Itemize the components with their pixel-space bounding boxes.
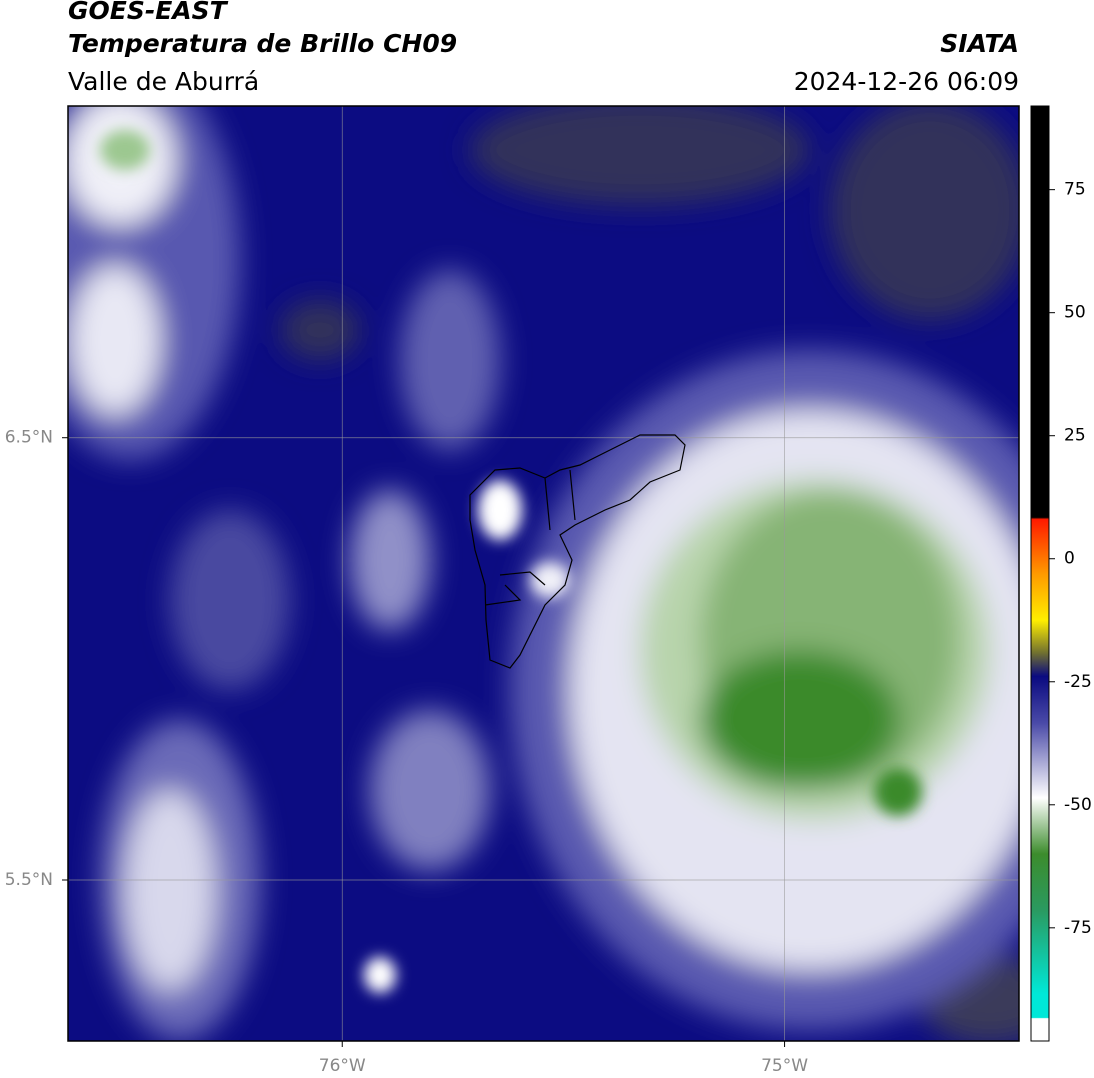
colorbar-tick-label: -25 <box>1064 672 1092 692</box>
colorbar-tick-label: 75 <box>1064 180 1086 200</box>
title: GOES-EAST <box>68 0 229 25</box>
colorbar-tick-label: 50 <box>1064 303 1086 323</box>
cloud-cores <box>100 130 922 993</box>
colorbar-tick-label: -75 <box>1064 918 1092 938</box>
cloud-field <box>68 106 1019 1041</box>
x-tick-label: 75°W <box>761 1056 808 1076</box>
map-frame <box>67 105 1020 1042</box>
colorbar-tick-label: 25 <box>1064 426 1086 446</box>
colorbar <box>1030 105 1050 1042</box>
satellite-image <box>68 106 1019 1041</box>
colorbar-tick-label: -50 <box>1064 795 1092 815</box>
region: Valle de Aburrá <box>68 67 259 96</box>
source: SIATA <box>940 29 1019 58</box>
y-tick-label: 6.5°N <box>5 428 53 448</box>
datetime: 2024-12-26 06:09 <box>794 67 1019 96</box>
subtitle: Temperatura de Brillo CH09 <box>68 29 457 58</box>
colorbar-tick-label: 0 <box>1064 549 1075 569</box>
y-tick-label: 5.5°N <box>5 870 53 890</box>
grid <box>68 106 1019 1041</box>
x-tick-label: 76°W <box>319 1056 366 1076</box>
municipal-boundaries <box>469 434 686 669</box>
